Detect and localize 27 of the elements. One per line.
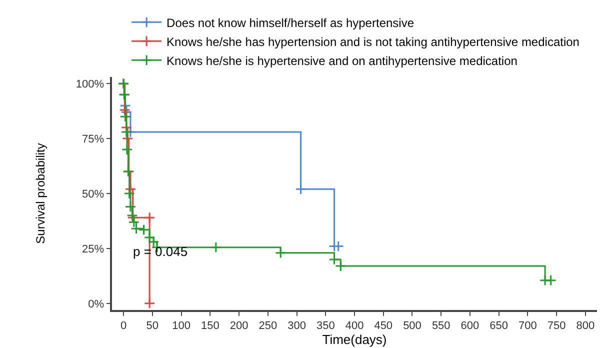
y-tick-label: 75%	[82, 133, 104, 146]
x-tick-label: 650	[490, 320, 508, 332]
x-tick-label: 100	[172, 320, 190, 332]
x-tick-label: 700	[518, 320, 537, 332]
x-tick-label: 600	[460, 320, 480, 332]
y-axis-title: Survival probability	[34, 143, 48, 244]
legend-label: Knows he/she is hypertensive and on antihypertensive medication	[166, 54, 518, 68]
x-tick-label: 350	[316, 320, 335, 332]
x-tick-label: 550	[432, 320, 450, 332]
x-tick-label: 250	[258, 320, 278, 332]
y-tick-label: 50%	[82, 188, 104, 200]
x-tick-label: 200	[230, 320, 248, 332]
x-tick-label: 50	[146, 320, 159, 332]
legend-label: Knows he/she has hypertension and is not taking antihypertensive medication	[166, 34, 580, 49]
x-tick-label: 400	[345, 320, 364, 332]
x-tick-label: 500	[403, 320, 422, 332]
y-tick-label: 100%	[76, 78, 104, 90]
x-tick-label: 0	[120, 320, 127, 332]
x-tick-label: 300	[288, 320, 306, 332]
x-axis-title: Time(days)	[322, 332, 387, 348]
x-tick-label: 800	[576, 320, 595, 332]
y-tick-label: 25%	[82, 243, 104, 256]
legend-label: Does not know himself/herself as hypertensive	[166, 16, 414, 30]
x-tick-label: 750	[547, 320, 566, 332]
y-tick-label: 0%	[88, 298, 104, 310]
x-tick-label: 150	[200, 320, 220, 332]
x-tick-label: 450	[374, 320, 393, 332]
